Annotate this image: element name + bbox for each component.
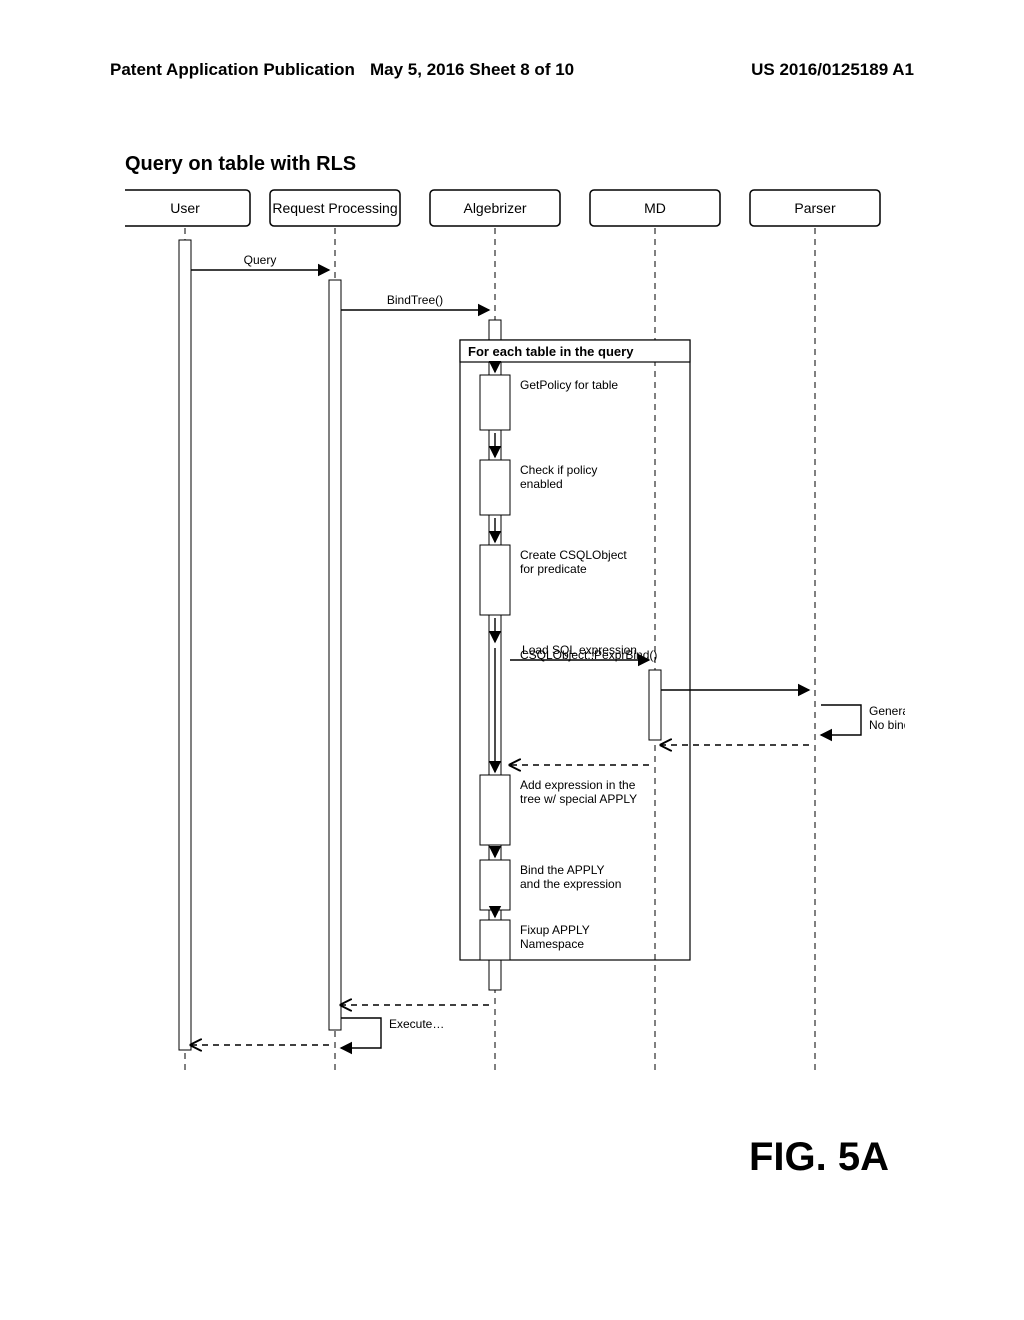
self-msg-4 [821, 705, 861, 735]
lane-label-md: MD [644, 200, 666, 216]
header-right: US 2016/0125189 A1 [751, 60, 914, 80]
self-msg-label-8: Execute… [389, 1017, 444, 1031]
self-msg-label-4: Generate parse tree [869, 704, 905, 718]
msg-label-2: Load SQL expression [522, 643, 637, 657]
figure-label: FIG. 5A [749, 1135, 889, 1180]
lane-label-user: User [170, 200, 200, 216]
header-center: May 5, 2016 Sheet 8 of 10 [370, 60, 574, 80]
step-box-2 [480, 545, 510, 615]
self-msg-label-4: No binding [869, 718, 905, 732]
step-box-6 [480, 920, 510, 960]
step-box-4 [480, 775, 510, 845]
activation-reqproc [329, 280, 341, 1030]
msg-label-1: BindTree() [387, 293, 443, 307]
step-label-1: enabled [520, 477, 563, 491]
step-label-6: Namespace [520, 937, 584, 951]
sequence-diagram: Query on table with RLS User Request Proce… [125, 150, 905, 1080]
step-box-1 [480, 460, 510, 515]
step-label-2: Create CSQLObject [520, 548, 627, 562]
activation-md [649, 670, 661, 740]
loop-label: For each table in the query [468, 344, 634, 359]
self-msg-8 [341, 1018, 381, 1048]
step-label-1: Check if policy [520, 463, 597, 477]
activation-user [179, 240, 191, 1050]
msg-label-0: Query [244, 253, 277, 267]
step-label-6: Fixup APPLY [520, 923, 590, 937]
diagram-svg: Query on table with RLS User Request Proce… [125, 150, 905, 1110]
lane-label-parser: Parser [794, 200, 836, 216]
header-left: Patent Application Publication [110, 60, 355, 80]
step-label-4: Add expression in the [520, 778, 636, 792]
step-box-0 [480, 375, 510, 430]
diagram-title: Query on table with RLS [125, 153, 356, 175]
step-label-2: for predicate [520, 562, 587, 576]
step-box-5 [480, 860, 510, 910]
step-label-0: GetPolicy for table [520, 378, 618, 392]
step-label-5: and the expression [520, 877, 621, 891]
step-label-4: tree w/ special APPLY [520, 792, 637, 806]
lane-label-alg: Algebrizer [463, 200, 526, 216]
lane-label-reqproc: Request Processing [272, 200, 397, 216]
patent-page: Patent Application Publication May 5, 20… [0, 0, 1024, 1320]
step-label-5: Bind the APPLY [520, 863, 605, 877]
